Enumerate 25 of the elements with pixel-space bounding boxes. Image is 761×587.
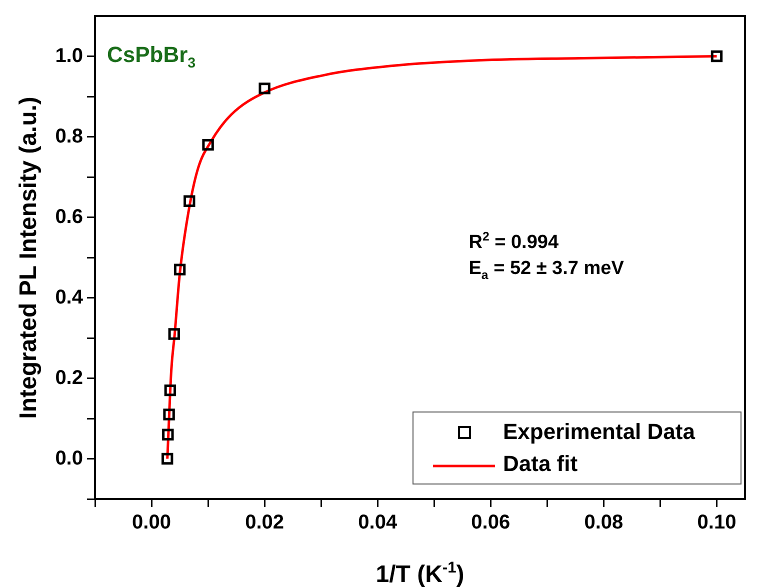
y-tick-label: 0.6 xyxy=(55,206,83,228)
point xyxy=(164,384,176,396)
point xyxy=(184,195,196,207)
x-tick-label: 0.06 xyxy=(471,512,510,534)
point xyxy=(174,264,186,276)
y-tick-label: 0.2 xyxy=(55,366,83,389)
legend-label: Experimental Data xyxy=(503,419,696,444)
y-axis-title: Integrated PL Intensity (a.u.) xyxy=(15,96,42,419)
y-tick-label: 0.8 xyxy=(55,125,83,148)
point xyxy=(202,138,214,151)
point xyxy=(163,408,175,420)
x-tick-label: 0.10 xyxy=(697,512,736,534)
y-tick-label: 0.0 xyxy=(55,447,83,470)
point xyxy=(710,50,723,62)
x-tick-label: 0.00 xyxy=(132,512,171,534)
point xyxy=(162,452,174,465)
legend-label: Data fit xyxy=(503,451,578,476)
x-tick-label: 0.04 xyxy=(358,512,398,534)
x-tick-label: 0.02 xyxy=(245,512,284,534)
y-tick-label: 0.4 xyxy=(55,286,84,308)
point xyxy=(168,328,180,340)
x-tick-label: 0.08 xyxy=(584,512,624,534)
point xyxy=(258,82,270,94)
point xyxy=(162,428,174,440)
y-tick-label: 1.0 xyxy=(55,44,83,67)
